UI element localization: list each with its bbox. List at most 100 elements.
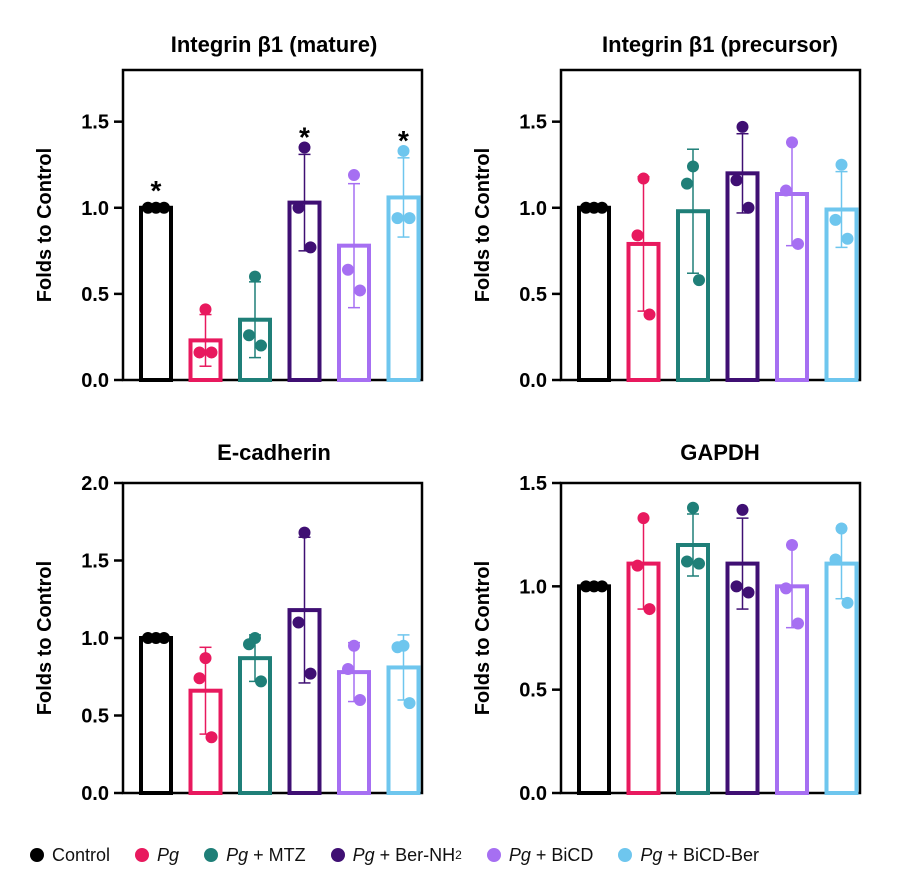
y-tick-label: 1.0 [81, 628, 109, 650]
legend-item-4: Pg + Ber-NH 2 [330, 844, 462, 866]
data-point-pg [193, 672, 206, 685]
y-axis-label: Folds to Control [34, 148, 56, 302]
legend-item-2: Pg [135, 845, 179, 866]
significance-marker: * [299, 121, 310, 152]
data-point-pg-mtz [681, 177, 693, 190]
legend-marker-icon [330, 848, 345, 862]
data-point-pg-mtz [693, 557, 705, 570]
y-tick-label: 0.5 [81, 706, 109, 728]
data-point-pg-mtz [687, 501, 699, 514]
data-point-pg-mtz [243, 329, 255, 342]
legend-subscript: 2 [455, 848, 462, 862]
data-point-pg [199, 303, 212, 316]
data-point-pg-ber-nh2 [304, 241, 317, 254]
y-tick-label: 0.0 [519, 370, 547, 392]
y-axis-label: Folds to Control [472, 148, 494, 302]
chart-panel-2: Integrin β1 (precursor) Folds to Control 0… [472, 32, 862, 392]
data-point-pg-ber-nh2 [736, 120, 749, 133]
y-tick-label: 1.0 [519, 198, 547, 220]
data-point-pg-bicd [342, 663, 354, 675]
y-tick-label: 1.5 [519, 473, 547, 495]
legend-pg-label: Pg [157, 844, 180, 865]
data-point-pg-bicd-ber [841, 232, 854, 245]
legend-pg-label: Pg [226, 844, 249, 865]
legend-marker-icon [135, 848, 150, 862]
y-tick-label: 2.0 [81, 473, 109, 495]
data-point-pg-bicd-ber [391, 212, 404, 225]
data-point-pg [637, 512, 650, 525]
y-tick-label: 1.5 [81, 112, 109, 134]
data-point-pg-bicd [348, 639, 360, 652]
data-point-pg-bicd [786, 136, 798, 149]
data-point-pg-bicd [780, 184, 792, 197]
data-point-control [596, 580, 608, 593]
legend-marker-icon [486, 848, 501, 862]
legend-pg-label: Pg [640, 844, 663, 865]
y-tick-label: 1.5 [81, 551, 109, 573]
data-point-pg-mtz [243, 638, 255, 651]
data-point-pg-bicd [786, 539, 798, 551]
data-point-pg-mtz [693, 274, 705, 287]
data-point-pg-bicd-ber [841, 596, 854, 609]
legend-marker-icon [618, 848, 633, 862]
data-point-pg-mtz [687, 160, 699, 173]
data-point-pg [631, 559, 644, 572]
bar-pg-mtz [676, 543, 710, 795]
data-point-pg-bicd-ber [403, 212, 416, 225]
data-point-pg-ber-nh2 [292, 616, 305, 629]
data-point-pg-ber-nh2 [298, 526, 311, 539]
data-point-pg-ber-nh2 [292, 201, 305, 214]
chart-title: GAPDH [680, 440, 759, 465]
data-point-pg [643, 603, 656, 616]
data-point-pg-bicd-ber [391, 641, 404, 654]
data-point-control [158, 632, 170, 644]
legend-item-6: Pg + BiCD-Ber [618, 845, 759, 866]
data-point-pg [637, 172, 650, 185]
data-point-pg-bicd [792, 237, 804, 250]
data-point-pg-bicd-ber [835, 522, 848, 535]
plot-frame [121, 68, 424, 382]
legend-pg-label: Pg [352, 844, 375, 865]
plot-frame [559, 481, 862, 795]
data-point-pg-bicd [780, 582, 792, 595]
data-point-pg-mtz [255, 675, 267, 688]
data-point-pg [193, 346, 206, 359]
bar-control [577, 584, 611, 795]
data-point-pg-bicd-ber [829, 213, 842, 226]
data-point-control [596, 201, 608, 214]
y-axis-label: Folds to Control [472, 561, 494, 715]
data-point-pg-bicd [354, 694, 366, 706]
legend-marker-icon [204, 848, 219, 862]
y-axis-label: Folds to Control [34, 561, 56, 715]
data-point-pg-ber-nh2 [736, 503, 749, 516]
data-point-pg [205, 731, 218, 744]
y-tick-label: 0.5 [81, 284, 109, 306]
y-tick-label: 1.5 [519, 112, 547, 134]
data-point-pg-bicd-ber [835, 158, 848, 171]
bar-control [139, 205, 173, 382]
legend-item-5: Pg + BiCD [486, 845, 593, 866]
data-point-pg-bicd-ber [397, 144, 410, 157]
data-point-pg-bicd [348, 169, 360, 182]
chart-panel-3: E-cadherin Folds to Control 0.0 0.5 1.0 1.5 2.… [34, 440, 424, 805]
legend-label: + BiCD-Ber [662, 844, 759, 865]
data-point-pg [205, 346, 218, 359]
data-point-pg-bicd [354, 284, 366, 297]
data-point-pg-ber-nh2 [742, 201, 755, 214]
y-tick-label: 1.0 [519, 576, 547, 598]
legend-item-3: Pg + MTZ [204, 845, 306, 866]
legend: Control Pg Pg + MTZ Pg + Ber-NH 2 Pg + BiCD Pg… [30, 842, 900, 868]
y-tick-label: 0.5 [519, 284, 547, 306]
legend-label: + MTZ [248, 844, 306, 865]
data-point-pg-ber-nh2 [730, 174, 743, 187]
plot-frame [559, 68, 862, 382]
bar-control [577, 205, 611, 382]
data-point-pg-ber-nh2 [730, 580, 743, 593]
legend-item-1: Control [30, 845, 110, 866]
y-tick-label: 0.0 [519, 783, 547, 805]
chart-panel-1: Integrin β1 (mature) Folds to Control 0.0 0… [34, 32, 424, 392]
data-point-pg-bicd [792, 617, 804, 630]
data-point-control [158, 201, 170, 214]
chart-panel-4: GAPDH Folds to Control 0.0 0.5 1.0 1.5 [472, 440, 862, 805]
data-point-pg [199, 652, 212, 665]
